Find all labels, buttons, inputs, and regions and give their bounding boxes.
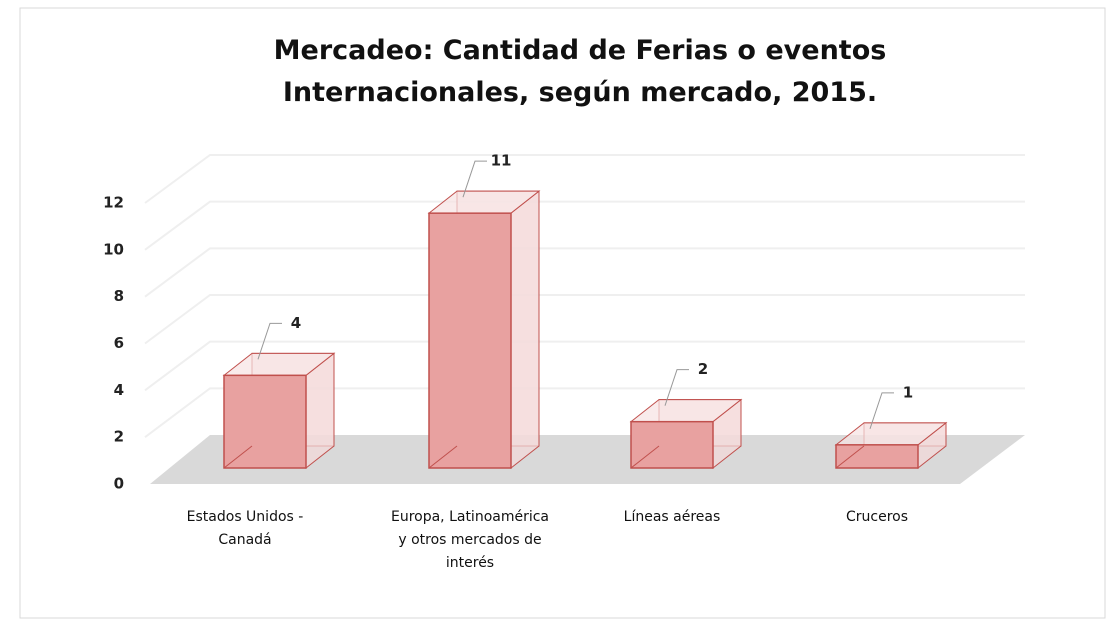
bar-inner-edge	[835, 445, 865, 469]
x-tick-label: Europa, Latinoamérica y otros mercados d…	[390, 509, 550, 571]
y-tick-label: 8	[114, 287, 124, 305]
y-tick-label: 2	[114, 428, 124, 446]
leader-line	[664, 369, 689, 406]
grid-line	[144, 154, 1025, 204]
value-label: 1	[903, 383, 913, 401]
y-tick-label: 4	[114, 381, 124, 399]
y-tick-label: 10	[103, 240, 124, 258]
y-tick-label: 6	[114, 334, 124, 352]
bar-inner-edge	[223, 445, 253, 469]
y-tick-label: 12	[103, 194, 124, 212]
x-tick-label: Líneas aéreas	[623, 509, 721, 525]
chart-title: Mercadeo: Cantidad de Ferias o eventos I…	[273, 35, 887, 108]
floor	[150, 435, 1025, 484]
bar	[630, 420, 714, 469]
x-tick-label: Estados Unidos - Canadá	[186, 509, 304, 548]
leader-line	[869, 392, 894, 429]
leader-line	[462, 160, 487, 198]
value-label: 4	[291, 314, 301, 332]
value-label: 2	[698, 360, 708, 378]
grid-line	[144, 340, 1025, 392]
x-tick-label: Cruceros	[845, 509, 909, 525]
bar-inner-edge	[428, 445, 458, 469]
leader-line	[257, 322, 282, 360]
bar-side	[510, 190, 540, 470]
bar	[223, 374, 307, 469]
grid-line	[144, 387, 1025, 438]
value-label: 11	[491, 152, 512, 170]
y-tick-label: 0	[114, 475, 124, 493]
bar-inner-edge	[630, 445, 660, 469]
grid-line	[144, 247, 1025, 298]
grid-line	[144, 200, 1025, 251]
bar	[428, 212, 512, 469]
grid-line	[144, 294, 1025, 345]
bar	[835, 444, 919, 469]
chart-border	[19, 7, 1106, 619]
